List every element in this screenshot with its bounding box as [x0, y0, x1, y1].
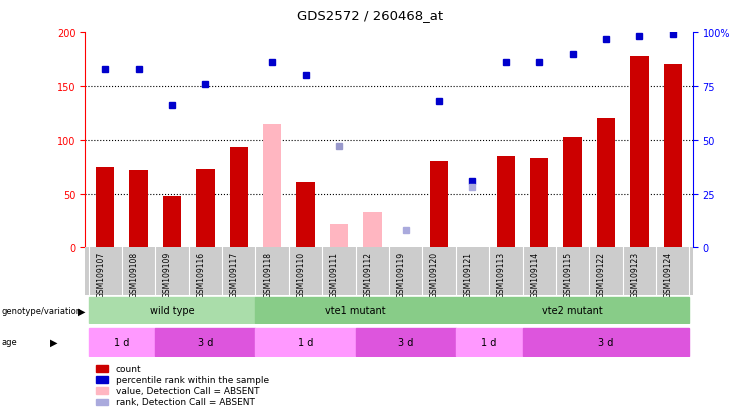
Text: GSM109107: GSM109107: [96, 252, 105, 298]
Text: GSM109115: GSM109115: [564, 252, 573, 298]
Bar: [631, 57, 648, 248]
Bar: [530, 159, 548, 248]
Bar: [356, 328, 456, 356]
Bar: [456, 328, 522, 356]
Text: GSM109123: GSM109123: [631, 252, 639, 298]
Text: GSM109122: GSM109122: [597, 252, 606, 297]
Text: GSM109118: GSM109118: [263, 252, 272, 297]
Text: GSM109109: GSM109109: [163, 252, 172, 298]
Bar: [664, 65, 682, 248]
Text: GDS2572 / 260468_at: GDS2572 / 260468_at: [297, 9, 444, 22]
Text: GSM109120: GSM109120: [430, 252, 439, 298]
Bar: [89, 328, 156, 356]
Text: GSM109113: GSM109113: [497, 252, 506, 298]
Bar: [496, 157, 515, 248]
Text: age: age: [1, 337, 17, 346]
Bar: [263, 124, 282, 248]
Text: value, Detection Call = ABSENT: value, Detection Call = ABSENT: [116, 386, 259, 395]
Text: GSM109119: GSM109119: [396, 252, 406, 298]
Text: GSM109121: GSM109121: [463, 252, 473, 297]
Text: GSM109108: GSM109108: [130, 252, 139, 298]
Text: GSM109116: GSM109116: [196, 252, 205, 298]
Bar: [89, 297, 256, 323]
Text: GSM109124: GSM109124: [664, 252, 673, 298]
Bar: [130, 171, 147, 248]
Bar: [296, 182, 315, 248]
Text: wild type: wild type: [150, 305, 194, 315]
Text: GSM109114: GSM109114: [531, 252, 539, 298]
Bar: [563, 137, 582, 248]
Bar: [96, 167, 114, 248]
Bar: [456, 297, 689, 323]
Text: 1 d: 1 d: [482, 337, 497, 347]
Bar: [156, 328, 256, 356]
Text: count: count: [116, 364, 142, 373]
Text: GSM109110: GSM109110: [296, 252, 305, 298]
Bar: [230, 148, 248, 248]
Bar: [196, 169, 215, 248]
Bar: [256, 328, 356, 356]
Bar: [363, 212, 382, 248]
Text: 1 d: 1 d: [114, 337, 130, 347]
Text: GSM109112: GSM109112: [363, 252, 372, 297]
Bar: [163, 196, 182, 248]
Bar: [256, 297, 456, 323]
Bar: [430, 162, 448, 248]
Text: 3 d: 3 d: [198, 337, 213, 347]
Text: 3 d: 3 d: [598, 337, 614, 347]
Text: GSM109117: GSM109117: [230, 252, 239, 298]
Text: vte1 mutant: vte1 mutant: [325, 305, 386, 315]
Bar: [330, 224, 348, 248]
Text: GSM109111: GSM109111: [330, 252, 339, 297]
Text: ▶: ▶: [78, 306, 85, 316]
Text: rank, Detection Call = ABSENT: rank, Detection Call = ABSENT: [116, 397, 254, 406]
Bar: [597, 119, 615, 248]
Text: percentile rank within the sample: percentile rank within the sample: [116, 375, 269, 384]
Text: vte2 mutant: vte2 mutant: [542, 305, 603, 315]
Text: 3 d: 3 d: [398, 337, 413, 347]
Bar: [522, 328, 689, 356]
Text: 1 d: 1 d: [298, 337, 313, 347]
Text: genotype/variation: genotype/variation: [1, 306, 82, 315]
Text: ▶: ▶: [50, 337, 57, 347]
